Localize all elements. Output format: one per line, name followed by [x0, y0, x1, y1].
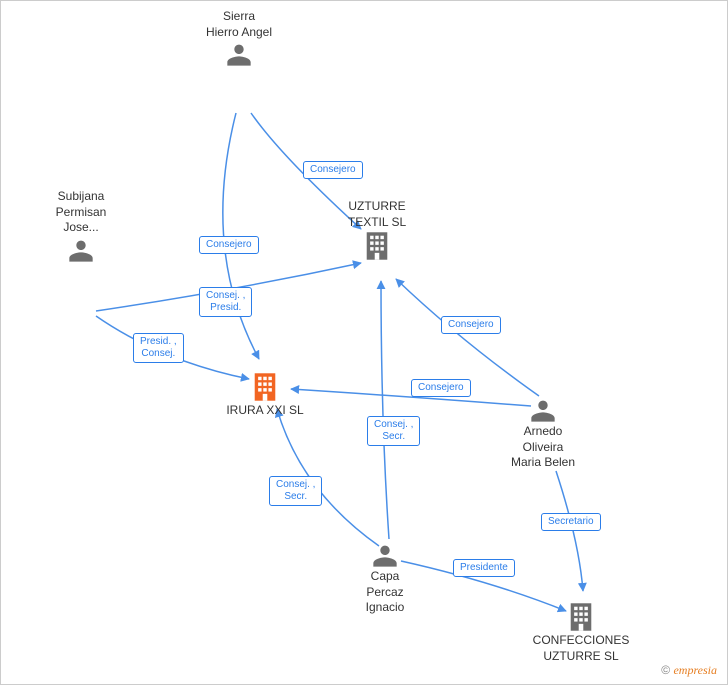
node-irura: IRURA XXI SL: [215, 371, 315, 419]
person-icon: [371, 541, 399, 569]
edge-label-capa-irura: Consej. ,Secr.: [269, 476, 322, 506]
edge-label-sierra-uzturre: Consejero: [303, 161, 363, 179]
person-icon: [67, 236, 95, 264]
edge-label-capa-confecciones: Presidente: [453, 559, 515, 577]
edge-label-arnedo-confecciones: Secretario: [541, 513, 601, 531]
node-label: CONFECCIONESUZTURRE SL: [531, 633, 631, 664]
edge-label-arnedo-uzturre: Consejero: [441, 316, 501, 334]
building-icon: [567, 601, 595, 633]
edge-arnedo-confecciones: [556, 471, 583, 591]
node-label: UZTURRETEXTIL SL: [327, 199, 427, 230]
node-confecciones: CONFECCIONESUZTURRE SL: [531, 601, 631, 664]
building-icon: [363, 230, 391, 262]
node-label: CapaPercazIgnacio: [335, 569, 435, 616]
node-label: IRURA XXI SL: [215, 403, 315, 419]
edge-capa-uzturre: [381, 281, 389, 539]
footer-credit: © empresia: [661, 663, 717, 678]
node-subijana: SubijanaPermisanJose...: [31, 189, 131, 264]
copyright-symbol: ©: [661, 663, 670, 677]
edge-label-subijana-uzturre: Consej. ,Presid.: [199, 287, 252, 317]
person-icon: [529, 396, 557, 424]
edge-label-sierra-irura: Consejero: [199, 236, 259, 254]
edge-label-capa-uzturre: Consej. ,Secr.: [367, 416, 420, 446]
node-capa: CapaPercazIgnacio: [335, 541, 435, 616]
node-label: SubijanaPermisanJose...: [31, 189, 131, 236]
node-label: ArnedoOliveiraMaria Belen: [493, 424, 593, 471]
edge-label-arnedo-irura: Consejero: [411, 379, 471, 397]
node-uzturre: UZTURRETEXTIL SL: [327, 199, 427, 262]
edge-label-subijana-irura: Presid. ,Consej.: [133, 333, 184, 363]
node-label: SierraHierro Angel: [189, 9, 289, 40]
node-arnedo: ArnedoOliveiraMaria Belen: [493, 396, 593, 471]
brand-name: empresia: [673, 663, 717, 677]
building-icon: [251, 371, 279, 403]
person-icon: [225, 40, 253, 68]
node-sierra: SierraHierro Angel: [189, 9, 289, 68]
